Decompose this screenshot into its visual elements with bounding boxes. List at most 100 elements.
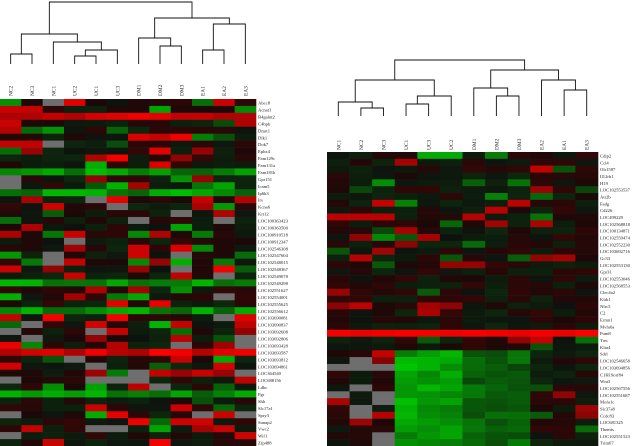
heatmap-cell <box>372 172 396 180</box>
heatmap-cell <box>485 275 508 283</box>
heatmap-cell <box>234 244 257 252</box>
heatmap-cell <box>42 314 65 322</box>
heatmap-cell <box>530 336 554 344</box>
heatmap-cell <box>485 322 508 331</box>
heatmap-cell <box>394 357 418 365</box>
gene-label: LOC102547604 <box>258 253 289 258</box>
heatmap-cell <box>170 237 193 246</box>
heatmap-cell <box>213 99 235 107</box>
right-gene-labels: Cdip2 Ccl4 Olr1587 Il12rb1 H19 LOC102553537At… <box>600 153 631 445</box>
heatmap-cell <box>0 307 22 315</box>
sample-label: NC1 <box>51 86 57 96</box>
heatmap-cell <box>106 126 129 134</box>
heatmap-cell <box>372 295 396 303</box>
heatmap-cell <box>64 321 86 329</box>
heatmap-cell <box>64 251 86 259</box>
heatmap-cell <box>327 281 350 290</box>
heatmap-cell <box>106 182 129 190</box>
heatmap-cell <box>372 158 396 166</box>
heatmap-cell <box>192 328 214 336</box>
heatmap-cell <box>372 220 396 228</box>
heatmap-cell <box>106 265 129 273</box>
heatmap-cell <box>85 328 107 336</box>
heatmap-cell <box>327 227 350 235</box>
heatmap-cell <box>349 391 373 399</box>
heatmap-cell <box>192 154 214 162</box>
heatmap-cell <box>149 126 171 134</box>
heatmap-cell <box>192 362 214 370</box>
heatmap-cell <box>42 418 65 426</box>
heatmap-cell <box>417 254 441 262</box>
gene-label: Irs <box>258 198 263 203</box>
heatmap-cell <box>417 336 441 344</box>
heatmap-cell <box>462 398 486 406</box>
heatmap-cell <box>372 288 396 296</box>
heatmap-cell <box>170 348 193 357</box>
heatmap-cell <box>149 272 171 280</box>
heatmap-cell <box>213 439 235 446</box>
heatmap-cell <box>42 126 65 134</box>
heatmap-cell <box>234 147 257 155</box>
heatmap-cell <box>85 210 107 218</box>
heatmap-cell <box>85 390 107 398</box>
heatmap-cell <box>64 182 86 190</box>
heatmap-cell <box>507 158 531 166</box>
heatmap-cell <box>234 272 257 280</box>
heatmap-cell <box>349 309 373 317</box>
heatmap-cell <box>552 186 576 194</box>
heatmap-cell <box>170 133 193 141</box>
heatmap-cell <box>192 99 214 107</box>
heatmap-cell <box>128 175 150 183</box>
heatmap-cell <box>149 168 171 176</box>
gene-label: Cd226 <box>600 208 613 213</box>
heatmap-cell <box>327 206 350 214</box>
heatmap-cell <box>349 227 373 235</box>
heatmap-cell <box>327 418 350 426</box>
heatmap-cell <box>575 398 599 406</box>
heatmap-cell <box>462 411 486 419</box>
heatmap-cell <box>128 376 150 384</box>
heatmap-cell <box>327 186 350 194</box>
heatmap-cell <box>530 179 554 187</box>
heatmap-cell <box>394 220 418 228</box>
heatmap-cell <box>485 227 508 235</box>
heatmap-cell <box>192 390 214 398</box>
heatmap-cell <box>417 425 441 433</box>
heatmap-cell <box>327 322 350 331</box>
heatmap-cell <box>149 244 171 252</box>
heatmap-cell <box>327 309 350 317</box>
heatmap-cell <box>462 275 486 283</box>
heatmap-cell <box>170 147 193 155</box>
heatmap-cell <box>128 355 150 364</box>
heatmap-cell <box>213 168 235 176</box>
heatmap-cell <box>64 216 86 225</box>
heatmap-cell <box>462 363 486 372</box>
heatmap-cell <box>85 161 107 169</box>
heatmap-cell <box>64 112 86 121</box>
heatmap-cell <box>149 251 171 259</box>
heatmap-cell <box>42 133 65 141</box>
heatmap-cell <box>530 370 554 378</box>
heatmap-cell <box>394 158 418 166</box>
heatmap-cell <box>192 147 214 155</box>
heatmap-cell <box>213 418 235 426</box>
heatmap-cell <box>128 147 150 155</box>
heatmap-cell <box>507 336 531 344</box>
heatmap-cell <box>417 432 441 440</box>
heatmap-cell <box>349 234 373 242</box>
heatmap-cell <box>327 295 350 303</box>
heatmap-cell <box>0 390 22 398</box>
dendrogram-branch <box>473 87 509 116</box>
heatmap-cell <box>552 384 576 392</box>
gene-label: LOC102548015 <box>258 260 289 265</box>
heatmap-cell <box>575 206 599 214</box>
heatmap-cell <box>106 258 129 266</box>
heatmap-cell <box>85 397 107 405</box>
right-heatmap <box>327 152 599 446</box>
heatmap-cell <box>21 203 43 211</box>
heatmap-cell <box>106 314 129 322</box>
heatmap-cell <box>485 152 508 160</box>
heatmap-cell <box>0 182 22 190</box>
heatmap-cell <box>349 322 373 331</box>
heatmap-cell <box>485 418 508 426</box>
